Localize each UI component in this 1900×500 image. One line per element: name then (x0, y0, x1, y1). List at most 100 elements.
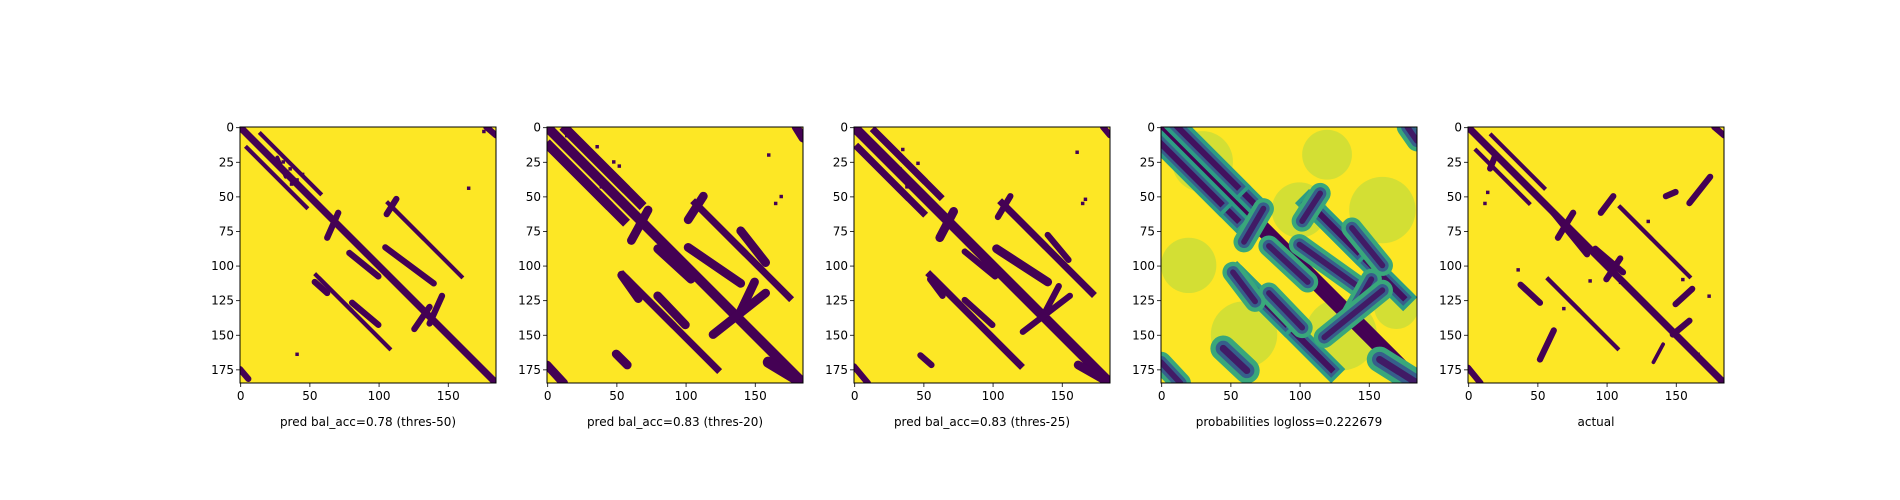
contact-segment (736, 226, 770, 267)
contact-dot (585, 183, 590, 188)
y-tick-label: 175 (1439, 363, 1462, 377)
plot-frame (1160, 126, 1418, 384)
y-tick-label: 25 (526, 155, 541, 169)
contact-band (1545, 276, 1582, 313)
contact-dot (1618, 280, 1623, 285)
x-tick-label: 100 (675, 389, 698, 403)
contact-dot (1516, 268, 1520, 272)
contact-dot (1707, 294, 1711, 298)
contact-segment (627, 205, 653, 245)
contact-dot (589, 167, 594, 171)
contact-dot (288, 167, 292, 171)
x-tick-label: 100 (368, 389, 391, 403)
y-tick-label: 125 (211, 294, 234, 308)
x-tick-label: 50 (302, 389, 317, 403)
contact-segment (1266, 290, 1306, 331)
heatmap-actual: 0 50 100 150 0 25 50 75 100 125 150 175 (1439, 121, 1725, 403)
contact-segment (1672, 285, 1696, 308)
contact-segment (426, 292, 446, 327)
y-tick-label: 50 (833, 190, 848, 204)
caption-pred-thres-20: pred bal_acc=0.83 (thres-20) (586, 415, 764, 429)
contact-segment (346, 249, 382, 280)
caption-actual: actual (1577, 415, 1615, 429)
contact-segment (926, 276, 946, 299)
contact-segment (1321, 287, 1386, 341)
x-tick-label: 0 (1158, 389, 1166, 403)
contact-band (559, 127, 630, 194)
contact-segment (1536, 327, 1557, 363)
y-tick-label: 100 (1132, 259, 1155, 273)
contact-band (385, 200, 426, 241)
contact-segment (762, 356, 803, 383)
y-tick-label: 25 (219, 155, 234, 169)
contact-dot (599, 185, 604, 189)
y-tick-label: 25 (1447, 155, 1462, 169)
y-tick-label: 125 (1132, 294, 1155, 308)
y-tick-label: 75 (526, 224, 541, 238)
contact-segment (961, 296, 996, 328)
contact-segment (1019, 292, 1073, 335)
contact-segment (683, 243, 746, 288)
contact-segment (1041, 283, 1062, 316)
contact-segment (1099, 127, 1110, 139)
contact-segment (1517, 281, 1544, 306)
x-tick-label: 50 (609, 389, 624, 403)
probability-haze (1302, 129, 1352, 180)
contact-segment (1266, 243, 1311, 285)
y-tick-label: 0 (1454, 121, 1462, 135)
contact-segment (382, 244, 437, 287)
y-tick-label: 125 (1439, 294, 1462, 308)
x-tick-label: 150 (437, 389, 460, 403)
contact-band (925, 270, 977, 322)
contact-segment (1651, 342, 1665, 365)
contact-dot (300, 172, 305, 177)
panel-actual: 0 50 100 150 0 25 50 75 100 125 150 175 actual (1436, 121, 1744, 433)
y-tick-label: 25 (1140, 155, 1155, 169)
contact-segment (311, 278, 331, 297)
contact-segment (411, 303, 433, 333)
y-tick-label: 100 (825, 259, 848, 273)
caption-pred-thres-50: pred bal_acc=0.78 (thres-50) (279, 415, 457, 429)
y-tick-label: 50 (526, 190, 541, 204)
y-tick-label: 50 (1447, 190, 1462, 204)
y-tick-label: 0 (533, 121, 541, 135)
contact-segment (383, 195, 400, 218)
contact-segment (1296, 241, 1361, 290)
y-tick-label: 0 (840, 121, 848, 135)
diagonal-band (1468, 127, 1724, 383)
panel-pred-thres-20: 0 50 100 150 0 25 50 75 100 125 150 175 pred bal_ac… (515, 121, 823, 433)
contact-band (1161, 139, 1225, 208)
diagonal-band (547, 127, 803, 383)
contact-band (1473, 147, 1532, 207)
contact-segment (1669, 317, 1693, 338)
contact-dot (1696, 352, 1700, 357)
plot-frame (853, 126, 1111, 384)
contact-segment (1592, 245, 1627, 276)
heatmap-probabilities: 0 50 100 150 0 25 50 75 100 125 150 175 (1132, 121, 1418, 403)
contact-segment (1299, 190, 1324, 224)
caption-probabilities: probabilities logloss=0.222679 (1195, 415, 1383, 429)
contact-dot (281, 160, 285, 164)
contact-dot (1588, 279, 1592, 283)
contact-dot (295, 178, 299, 182)
contact-dot (914, 172, 919, 177)
contact-segment (1073, 360, 1110, 383)
contact-segment (683, 191, 708, 225)
y-tick-label: 175 (825, 363, 848, 377)
contact-band (243, 144, 310, 211)
contact-dot (1562, 306, 1566, 311)
y-tick-label: 75 (833, 224, 848, 238)
panel-probabilities: 0 50 100 150 0 25 50 75 100 125 150 175 probabiliti… (1129, 121, 1437, 433)
probability-haze (1161, 237, 1217, 294)
contact-band (313, 272, 354, 313)
y-tick-label: 75 (1140, 224, 1155, 238)
contact-dot (564, 133, 569, 138)
probability-haze (1349, 176, 1416, 244)
x-tick-label: 0 (851, 389, 859, 403)
contact-marks (240, 127, 496, 383)
y-tick-label: 150 (211, 328, 234, 342)
y-tick-label: 150 (518, 328, 541, 342)
x-tick-label: 150 (1358, 389, 1381, 403)
x-tick-label: 0 (237, 389, 245, 403)
y-tick-label: 100 (211, 259, 234, 273)
